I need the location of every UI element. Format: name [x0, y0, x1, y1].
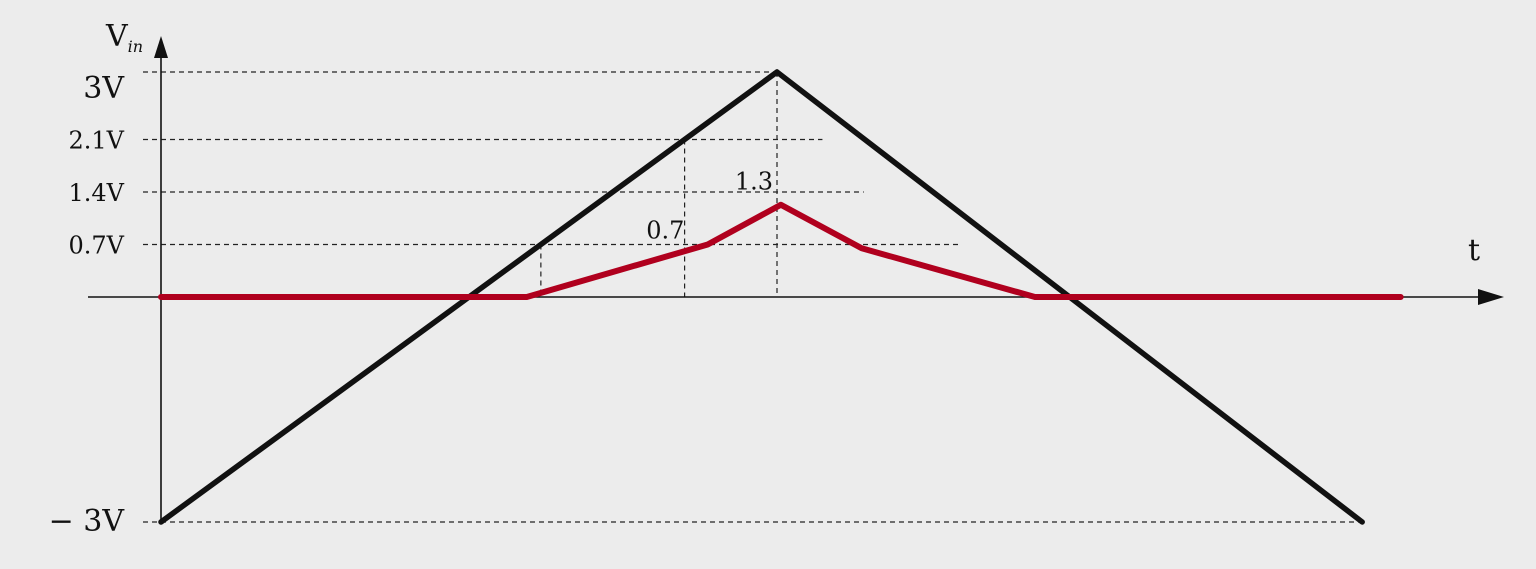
y-tick-label-3: 0.7V — [69, 232, 125, 260]
y-tick-label-4: − 3V — [49, 504, 126, 539]
y-axis-label: Vin — [105, 19, 143, 56]
series-group — [158, 69, 1404, 525]
y-axis-label-main: V — [105, 19, 129, 54]
labels-group: Vin t 3V 2.1V 1.4V 0.7V − 3V 0.7 1.3 — [49, 19, 1481, 539]
y-axis-arrow — [154, 36, 168, 58]
y-tick-label-1: 2.1V — [69, 127, 125, 155]
annotation-0: 0.7 — [646, 217, 684, 245]
series-line-vout — [158, 201, 1404, 300]
y-tick-label-2: 1.4V — [69, 179, 125, 207]
y-axis-label-subscript: in — [128, 37, 143, 56]
axes — [88, 36, 1504, 520]
series-line-vin — [158, 69, 1365, 525]
y-tick-label-0: 3V — [83, 71, 125, 106]
x-axis-arrow — [1478, 289, 1504, 305]
dashed-guides — [143, 71, 1363, 523]
annotation-1: 1.3 — [735, 168, 773, 196]
x-axis-label: t — [1468, 233, 1480, 268]
